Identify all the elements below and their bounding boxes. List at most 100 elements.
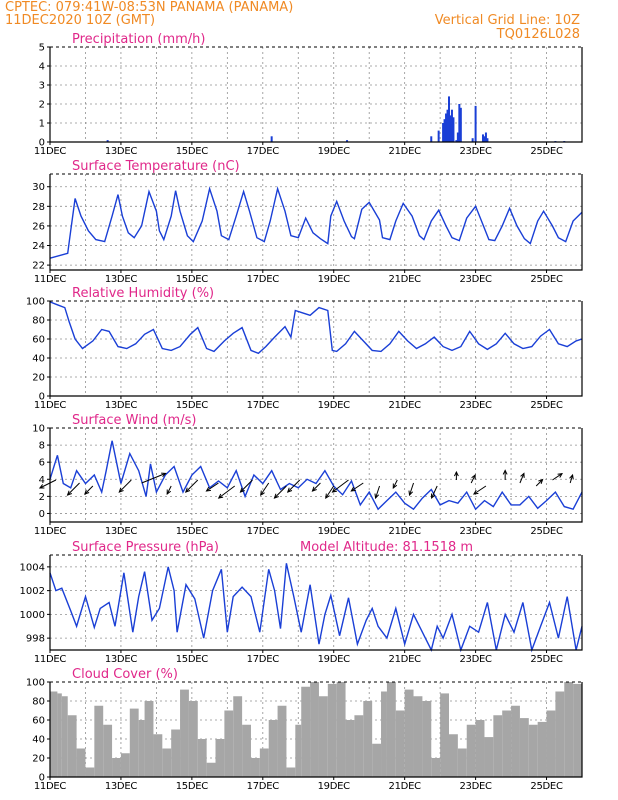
rh-frame — [49, 301, 583, 397]
wind-vector-shaft — [535, 479, 543, 487]
cloud-cover-bar — [457, 748, 467, 777]
precip-xtick-label: 17DEC — [247, 146, 280, 157]
wind-vector-head — [84, 489, 90, 495]
wind-line — [49, 440, 583, 511]
wind-vector-arrow — [552, 472, 564, 481]
cloud-cover-bar — [395, 710, 405, 777]
wind-vector-shaft — [141, 472, 166, 484]
precip-bar — [452, 117, 455, 142]
rh-xtick-label: 13DEC — [105, 400, 138, 411]
cloud-cover-bar — [475, 720, 485, 777]
cloud-ytick-label: 40 — [32, 735, 45, 746]
wind-vector-head — [502, 469, 508, 475]
wind-ytick-label: 10 — [32, 424, 45, 435]
wind-xtick-label: 25DEC — [530, 526, 563, 537]
cloud-xtick-label: 21DEC — [389, 781, 422, 792]
pres-ytick-label: 998 — [26, 634, 45, 645]
wind-ytick-label: 4 — [39, 475, 45, 486]
cloud-cover-bar — [197, 739, 207, 777]
cloud-cover-bar — [493, 715, 503, 777]
cloud-frame — [49, 682, 583, 778]
precip-bar — [486, 138, 489, 142]
wind-vector-shaft — [332, 479, 349, 493]
wind-vector-arrow — [535, 478, 544, 487]
pres-ytick-label: 1004 — [20, 562, 45, 573]
pres-title: Surface Pressure (hPa) — [72, 540, 219, 555]
wind-vector-shaft — [84, 485, 94, 495]
model-altitude-label: Model Altitude: 81.1518 m — [300, 540, 473, 555]
temp-xtick-label: 21DEC — [389, 274, 422, 285]
wind-vector-arrow — [260, 482, 270, 496]
wind-vector-arrow — [502, 469, 508, 480]
cloud-cover-bar — [129, 708, 139, 777]
precip-xtick-label: 25DEC — [530, 146, 563, 157]
cloud-cover-bar — [511, 705, 520, 777]
wind-vector-arrow — [141, 472, 167, 484]
precip-bar — [430, 136, 433, 142]
wind-vector-shaft — [287, 479, 301, 493]
cloud-ytick-label: 0 — [39, 773, 45, 784]
temp-ytick-label: 24 — [32, 241, 45, 252]
rh-ytick-label: 60 — [32, 335, 45, 346]
pres-xtick-label: 21DEC — [389, 654, 422, 665]
wind-ytick-label: 8 — [39, 441, 45, 452]
cloud-cover-bar — [233, 696, 243, 777]
wind-vector-shaft — [240, 479, 253, 493]
precip-bar — [106, 140, 109, 142]
wind-ytick-label: 0 — [39, 509, 45, 520]
precip-panel: 0 1 2 3 4 5 11DEC 13DEC 15DEC 17DEC 19DEC 21DEC 23DE… — [34, 32, 583, 157]
wind-vector-head — [260, 490, 265, 496]
cloud-cover-bar — [180, 689, 189, 777]
cloud-cover-bar — [277, 705, 287, 777]
cloud-cover-bar — [555, 691, 565, 777]
cloud-ytick-label: 20 — [32, 754, 45, 765]
rh-xtick-label: 23DEC — [459, 400, 492, 411]
wind-vector-arrow — [325, 485, 335, 499]
wind-vector-head — [557, 472, 564, 478]
cloud-cover-bar — [363, 701, 373, 777]
precip-ytick-label: 0 — [39, 138, 45, 149]
wind-vector-arrow — [472, 485, 487, 495]
temp-xtick-label: 11DEC — [34, 274, 67, 285]
cloud-cover-bar — [57, 693, 62, 777]
precip-bar — [270, 136, 273, 142]
cloud-xtick-label: 19DEC — [318, 781, 351, 792]
cloud-xtick-label: 11DEC — [34, 781, 67, 792]
product-code: TQ0126L028 — [496, 27, 580, 42]
precip-xtick-label: 11DEC — [34, 146, 67, 157]
precip-ytick-label: 1 — [39, 119, 45, 130]
wind-vector-shaft — [260, 482, 270, 496]
wind-vector-arrow — [350, 482, 364, 492]
wind-vector-arrow — [166, 485, 172, 496]
cloud-xtick-label: 23DEC — [459, 781, 492, 792]
wind-vector-arrow — [470, 473, 476, 484]
precip-xtick-label: 19DEC — [318, 146, 351, 157]
rh-xtick-label: 19DEC — [318, 400, 351, 411]
wind-vector-head — [374, 493, 380, 500]
wind-vector-shaft — [118, 479, 132, 493]
wind-vector-head — [286, 487, 293, 493]
cloud-cover-bar — [484, 737, 494, 777]
cloud-cover-bar — [336, 682, 346, 777]
cloud-cover-bar — [138, 720, 145, 777]
cloud-ytick-label: 100 — [26, 678, 45, 689]
wind-vector-head — [569, 473, 574, 480]
wind-vector-arrow — [205, 482, 219, 492]
cloud-cover-bar — [449, 734, 458, 777]
rh-ytick-label: 100 — [26, 297, 45, 308]
wind-vector-arrow — [273, 485, 287, 499]
wind-vector-head — [431, 493, 436, 500]
temp-xtick-label: 17DEC — [247, 274, 280, 285]
rh-xtick-label: 25DEC — [530, 400, 563, 411]
wind-vector-head — [205, 486, 211, 492]
cloud-cover-bar — [413, 696, 423, 777]
cloud-cover-bar — [295, 724, 302, 777]
pres-xtick-label: 11DEC — [34, 654, 67, 665]
wind-vector-arrow — [408, 482, 415, 497]
temp-ytick-label: 28 — [32, 202, 45, 213]
wind-vector-shaft — [274, 485, 287, 499]
wind-vector-head — [331, 487, 338, 493]
wind-vector-shaft — [206, 482, 219, 492]
cloud-cover-bar — [573, 683, 582, 777]
wind-vector-shaft — [325, 485, 335, 499]
